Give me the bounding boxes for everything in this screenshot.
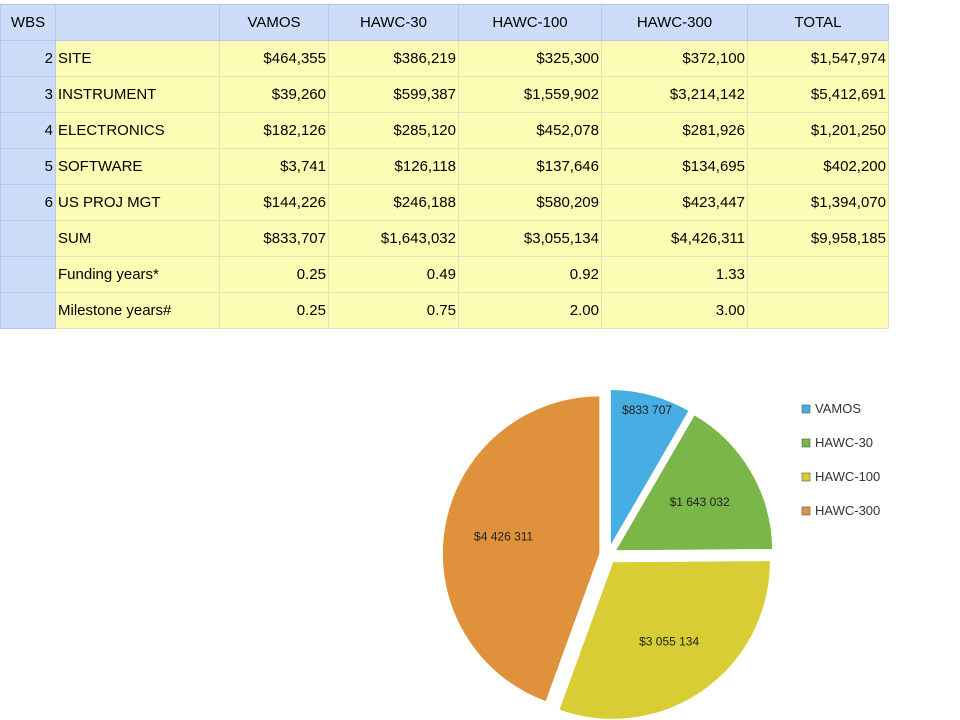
item-cell: Funding years* <box>55 256 220 293</box>
vamos-cell: 0.25 <box>219 292 329 329</box>
legend-entry-hawc-100: HAWC-100 <box>801 469 880 484</box>
hawc-300-cell: 1.33 <box>601 256 748 293</box>
hawc-100-cell: 2.00 <box>458 292 602 329</box>
hawc-300-cell: $134,695 <box>601 148 748 185</box>
pie-slice-hawc-100 <box>557 559 772 720</box>
hawc-30-cell: 0.75 <box>328 292 459 329</box>
table-row: 5 SOFTWARE $3,741 $126,118 $137,646 $134,695 $… <box>0 148 889 185</box>
wbs-cell <box>0 292 56 329</box>
vamos-cell: 0.25 <box>219 256 329 293</box>
data-label-vamos: $833 707 <box>622 403 672 417</box>
wbs-cell: 2 <box>0 40 56 77</box>
vamos-cell: $833,707 <box>219 220 329 257</box>
total-cell <box>747 256 889 293</box>
table-row: 4 ELECTRONICS $182,126 $285,120 $452,078 $281… <box>0 112 889 149</box>
hawc-30-cell: $126,118 <box>328 148 459 185</box>
data-label-hawc-100: $3 055 134 <box>639 635 699 649</box>
total-cell <box>747 292 889 329</box>
pie-slice-hawc-300 <box>441 394 601 704</box>
legend-label: VAMOS <box>815 401 861 416</box>
item-cell: INSTRUMENT <box>55 76 220 113</box>
hawc-30-cell: $285,120 <box>328 112 459 149</box>
item-cell: SITE <box>55 40 220 77</box>
hawc-30-cell: $386,219 <box>328 40 459 77</box>
total-cell: $402,200 <box>747 148 889 185</box>
table-header: WBS VAMOS HAWC-30 HAWC-100 HAWC-300 TOTA… <box>0 4 889 41</box>
vamos-cell: $144,226 <box>219 184 329 221</box>
item-cell: SOFTWARE <box>55 148 220 185</box>
table-body: 2 SITE $464,355 $386,219 $325,300 $372,100 $1,… <box>0 40 889 329</box>
legend-swatch <box>801 404 811 414</box>
wbs-cell: 6 <box>0 184 56 221</box>
vamos-cell: $464,355 <box>219 40 329 77</box>
table-row: 3 INSTRUMENT $39,260 $599,387 $1,559,902 $3,2… <box>0 76 889 113</box>
vamos-cell: $3,741 <box>219 148 329 185</box>
hawc-100-cell: $325,300 <box>458 40 602 77</box>
legend-label: HAWC-100 <box>815 469 880 484</box>
hawc-100-cell: $452,078 <box>458 112 602 149</box>
total-cell: $1,547,974 <box>747 40 889 77</box>
data-label-hawc-30: $1 643 032 <box>670 495 730 509</box>
hawc-100-cell: $137,646 <box>458 148 602 185</box>
table-row: 2 SITE $464,355 $386,219 $325,300 $372,100 $1,… <box>0 40 889 77</box>
item-cell: Milestone years# <box>55 292 220 329</box>
data-label-hawc-300: $4 426 311 <box>474 530 533 544</box>
total-cell: $9,958,185 <box>747 220 889 257</box>
item-cell: ELECTRONICS <box>55 112 220 149</box>
item-cell: SUM <box>55 220 220 257</box>
hawc-100-cell: $580,209 <box>458 184 602 221</box>
legend-swatch <box>801 438 811 448</box>
total-cell: $5,412,691 <box>747 76 889 113</box>
hawc-100-cell: $3,055,134 <box>458 220 602 257</box>
hawc-30-cell: 0.49 <box>328 256 459 293</box>
total-cell: $1,394,070 <box>747 184 889 221</box>
legend-swatch <box>801 506 811 516</box>
pie-slice-vamos <box>609 388 691 551</box>
header-row: WBS VAMOS HAWC-30 HAWC-100 HAWC-300 TOTA… <box>0 4 889 41</box>
legend-label: HAWC-30 <box>815 435 873 450</box>
header-hawc-30: HAWC-30 <box>328 4 459 41</box>
wbs-cell <box>0 256 56 293</box>
budget-table: WBS VAMOS HAWC-30 HAWC-100 HAWC-300 TOTA… <box>0 4 889 329</box>
total-cell: $1,201,250 <box>747 112 889 149</box>
wbs-cell: 4 <box>0 112 56 149</box>
table-row: 6 US PROJ MGT $144,226 $246,188 $580,209 $423… <box>0 184 889 221</box>
legend-swatch <box>801 472 811 482</box>
header-vamos: VAMOS <box>219 4 329 41</box>
hawc-100-cell: 0.92 <box>458 256 602 293</box>
pie-slice-hawc-30 <box>613 413 774 552</box>
legend-entry-hawc-30: HAWC-30 <box>801 435 873 450</box>
table-row: Milestone years# 0.25 0.75 2.00 3.00 <box>0 292 889 329</box>
legend-entry-vamos: VAMOS <box>801 401 861 416</box>
hawc-300-cell: 3.00 <box>601 292 748 329</box>
table-row: Funding years* 0.25 0.49 0.92 1.33 <box>0 256 889 293</box>
hawc-300-cell: $3,214,142 <box>601 76 748 113</box>
legend-label: HAWC-300 <box>815 503 880 518</box>
hawc-300-cell: $423,447 <box>601 184 748 221</box>
wbs-cell: 5 <box>0 148 56 185</box>
item-cell: US PROJ MGT <box>55 184 220 221</box>
header-wbs: WBS <box>0 4 56 41</box>
legend-entry-hawc-300: HAWC-300 <box>801 503 880 518</box>
hawc-300-cell: $281,926 <box>601 112 748 149</box>
